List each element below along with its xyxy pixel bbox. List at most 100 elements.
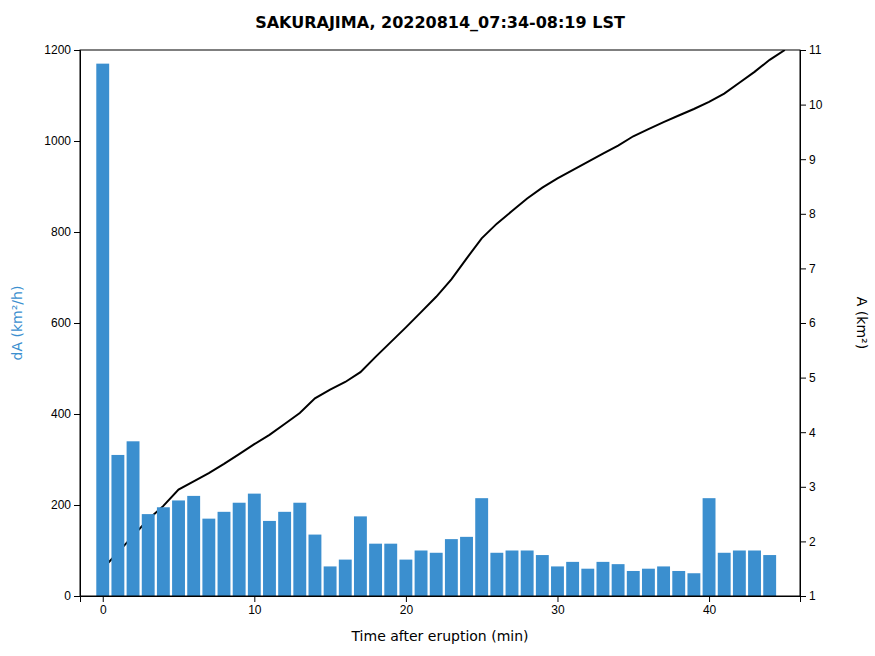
bar xyxy=(278,512,291,596)
bar xyxy=(172,500,185,596)
tick-label: 11 xyxy=(809,43,822,57)
tick-mark xyxy=(74,323,80,324)
bar xyxy=(551,566,564,596)
bar xyxy=(460,537,473,596)
bar xyxy=(142,514,155,596)
tick-label: 1000 xyxy=(44,134,71,148)
tick: 8 xyxy=(800,207,816,221)
tick: 11 xyxy=(800,43,822,57)
tick-mark xyxy=(800,378,806,379)
tick-mark xyxy=(406,596,407,602)
marks xyxy=(96,50,785,596)
y2-axis: 1234567891011 xyxy=(800,43,823,603)
bar xyxy=(672,571,685,596)
bar xyxy=(96,64,109,596)
tick-label: 0 xyxy=(100,603,107,617)
axis-domain xyxy=(81,597,801,603)
x-axis: 010203040 xyxy=(81,596,801,617)
bar-series xyxy=(96,64,776,596)
tick: 1200 xyxy=(44,43,80,57)
plot: 0102030400200400600800100012001234567891… xyxy=(44,43,822,616)
tick-mark xyxy=(557,596,558,602)
tick-label: 5 xyxy=(809,371,816,385)
tick-label: 20 xyxy=(400,603,414,617)
bar xyxy=(263,521,276,596)
tick: 1000 xyxy=(44,134,80,148)
tick-mark xyxy=(74,50,80,51)
bar xyxy=(748,551,761,597)
tick-mark xyxy=(709,596,710,602)
bar xyxy=(233,503,246,596)
bar xyxy=(597,562,610,596)
tick-mark xyxy=(74,141,80,142)
tick: 0 xyxy=(64,589,80,603)
bar xyxy=(127,441,140,596)
bar xyxy=(248,494,261,596)
bar xyxy=(202,519,215,596)
bar xyxy=(521,551,534,597)
tick-mark xyxy=(74,232,80,233)
bar xyxy=(657,566,670,596)
tick: 10 xyxy=(800,98,823,112)
bar xyxy=(506,551,519,597)
bar xyxy=(612,564,625,596)
tick: 7 xyxy=(800,262,816,276)
y-axis-title: dA (km²/h) xyxy=(9,286,25,361)
tick-label: 10 xyxy=(248,603,262,617)
bar xyxy=(111,455,124,596)
tick-label: 10 xyxy=(809,98,823,112)
tick-label: 600 xyxy=(51,316,71,330)
tick: 800 xyxy=(51,225,80,239)
y-axis: 0 200 400 600 800 1000 1200 xyxy=(44,43,80,603)
tick-label: 3 xyxy=(809,480,816,494)
tick: 9 xyxy=(800,153,816,167)
tick: 600 xyxy=(51,316,80,330)
tick-mark xyxy=(800,268,806,269)
bar xyxy=(354,516,367,596)
bar xyxy=(627,571,640,596)
bar xyxy=(293,503,306,596)
tick: 0 xyxy=(100,596,107,617)
tick-mark xyxy=(800,105,806,106)
tick-mark xyxy=(74,596,80,597)
bar xyxy=(581,569,594,596)
bar xyxy=(430,553,443,596)
bar xyxy=(415,551,428,597)
axis-domain xyxy=(74,51,81,597)
tick-label: 0 xyxy=(64,589,71,603)
title: SAKURAJIMA, 20220814_07:34-08:19 LST xyxy=(255,13,625,32)
bar xyxy=(157,507,170,596)
bar xyxy=(218,512,231,596)
plot-frame xyxy=(80,50,800,596)
tick-mark xyxy=(800,432,806,433)
x-axis-title: Time after eruption (min) xyxy=(350,628,528,644)
bar xyxy=(475,498,488,596)
tick-label: 6 xyxy=(809,316,816,330)
tick-label: 8 xyxy=(809,207,816,221)
bar xyxy=(445,539,458,596)
bar xyxy=(187,496,200,596)
tick: 40 xyxy=(703,596,717,617)
bar xyxy=(309,535,322,596)
bar xyxy=(703,498,716,596)
tick: 200 xyxy=(51,498,80,512)
tick-label: 800 xyxy=(51,225,71,239)
tick-mark xyxy=(254,596,255,602)
bar xyxy=(687,573,700,596)
tick: 2 xyxy=(800,535,816,549)
tick-mark xyxy=(800,214,806,215)
tick: 1 xyxy=(800,589,816,603)
tick: 6 xyxy=(800,316,816,330)
tick-mark xyxy=(800,50,806,51)
tick-mark xyxy=(74,505,80,506)
bar xyxy=(384,544,397,596)
tick-mark xyxy=(74,414,80,415)
chart: 0102030400200400600800100012001234567891… xyxy=(0,0,875,656)
bar xyxy=(536,555,549,596)
tick-label: 9 xyxy=(809,153,816,167)
tick: 5 xyxy=(800,371,816,385)
bar xyxy=(339,560,352,596)
tick-label: 400 xyxy=(51,407,71,421)
tick-mark xyxy=(800,323,806,324)
tick-mark xyxy=(103,596,104,602)
